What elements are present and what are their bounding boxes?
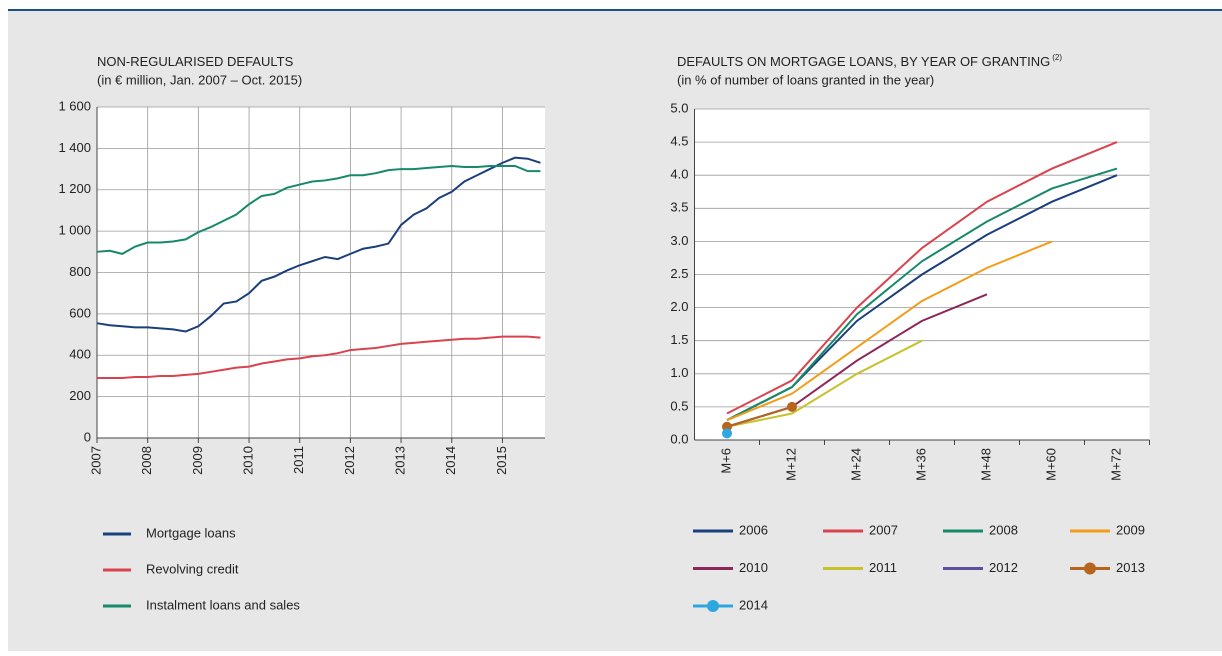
series-line: [726, 141, 1118, 415]
y-tick-label: 5.0: [670, 100, 688, 115]
legend-label: 2013: [1116, 560, 1145, 575]
y-tick-label: 2.5: [670, 266, 688, 281]
x-tick-label: 2012: [342, 446, 357, 475]
series-marker: [722, 428, 732, 439]
x-tick-label: 2008: [139, 446, 154, 475]
y-tick-label: 4.5: [670, 134, 688, 149]
x-tick-label: 2014: [443, 446, 458, 475]
legend-label: 2011: [869, 560, 897, 575]
chart-subtitle: (in % of number of loans granted in the …: [677, 72, 934, 87]
y-tick-label: 400: [69, 347, 91, 362]
x-tick-label: 2015: [494, 446, 509, 475]
chart-title-text: DEFAULTS ON MORTGAGE LOANS, BY YEAR OF G…: [677, 54, 1050, 69]
series-line: [726, 339, 923, 428]
x-tick-label: M+36: [913, 448, 928, 481]
y-tick-label: 1 000: [58, 223, 91, 238]
y-tick-label: 200: [69, 388, 91, 403]
series-line: [726, 405, 793, 428]
legend-marker: [707, 600, 719, 612]
legend-label: 2014: [739, 597, 768, 612]
y-tick-label: 0.0: [670, 431, 688, 446]
y-tick-label: 600: [69, 305, 91, 320]
x-tick-label: 2010: [240, 446, 255, 475]
series-line: [726, 167, 1118, 422]
y-tick-label: 3.0: [670, 233, 688, 248]
chart-title: DEFAULTS ON MORTGAGE LOANS, BY YEAR OF G…: [677, 53, 1062, 69]
legend-label: Mortgage loans: [146, 525, 236, 540]
y-tick-label: 4.0: [670, 167, 688, 182]
legend-label: 2012: [989, 560, 1018, 575]
y-tick-label: 3.5: [670, 200, 688, 215]
y-tick-label: 1.0: [670, 365, 688, 380]
x-tick-label: M+60: [1043, 448, 1058, 481]
x-tick-label: 2009: [190, 446, 205, 475]
y-tick-label: 1 600: [58, 98, 91, 113]
legend-label: 2007: [869, 522, 898, 537]
series-line: [726, 240, 1053, 422]
series-marker: [787, 401, 797, 412]
legend-label: Instalment loans and sales: [146, 597, 300, 612]
y-tick-label: 800: [69, 264, 91, 279]
y-tick-label: 0: [84, 429, 91, 444]
chart-title-text: NON-REGULARISED DEFAULTS: [97, 54, 294, 69]
chart-title: NON-REGULARISED DEFAULTS: [97, 54, 294, 69]
x-tick-label: 2013: [393, 446, 408, 475]
y-tick-label: 0.5: [670, 398, 688, 413]
legend-label: Revolving credit: [146, 561, 239, 576]
y-tick-label: 1.5: [670, 332, 688, 347]
x-tick-label: 2007: [88, 446, 103, 475]
series-line: [96, 156, 541, 333]
x-tick-label: M+24: [848, 448, 863, 481]
title-note: (2): [1052, 53, 1062, 62]
x-tick-label: M+48: [978, 448, 993, 481]
x-tick-label: M+12: [783, 448, 798, 481]
x-tick-label: 2011: [291, 446, 306, 474]
series-line: [97, 335, 541, 380]
legend-marker: [1084, 562, 1096, 575]
y-tick-label: 1 400: [58, 140, 91, 155]
legend-label: 2008: [989, 522, 1018, 537]
series-line: [96, 164, 541, 255]
chart-subtitle: (in € million, Jan. 2007 – Oct. 2015): [97, 72, 302, 87]
y-tick-label: 1 200: [58, 181, 91, 196]
y-tick-label: 2.0: [670, 299, 688, 314]
x-tick-label: M+72: [1108, 448, 1123, 481]
legend-label: 2009: [1116, 522, 1145, 537]
legend-label: 2006: [739, 522, 768, 537]
x-tick-label: M+6: [718, 448, 733, 474]
legend-label: 2010: [739, 560, 768, 575]
